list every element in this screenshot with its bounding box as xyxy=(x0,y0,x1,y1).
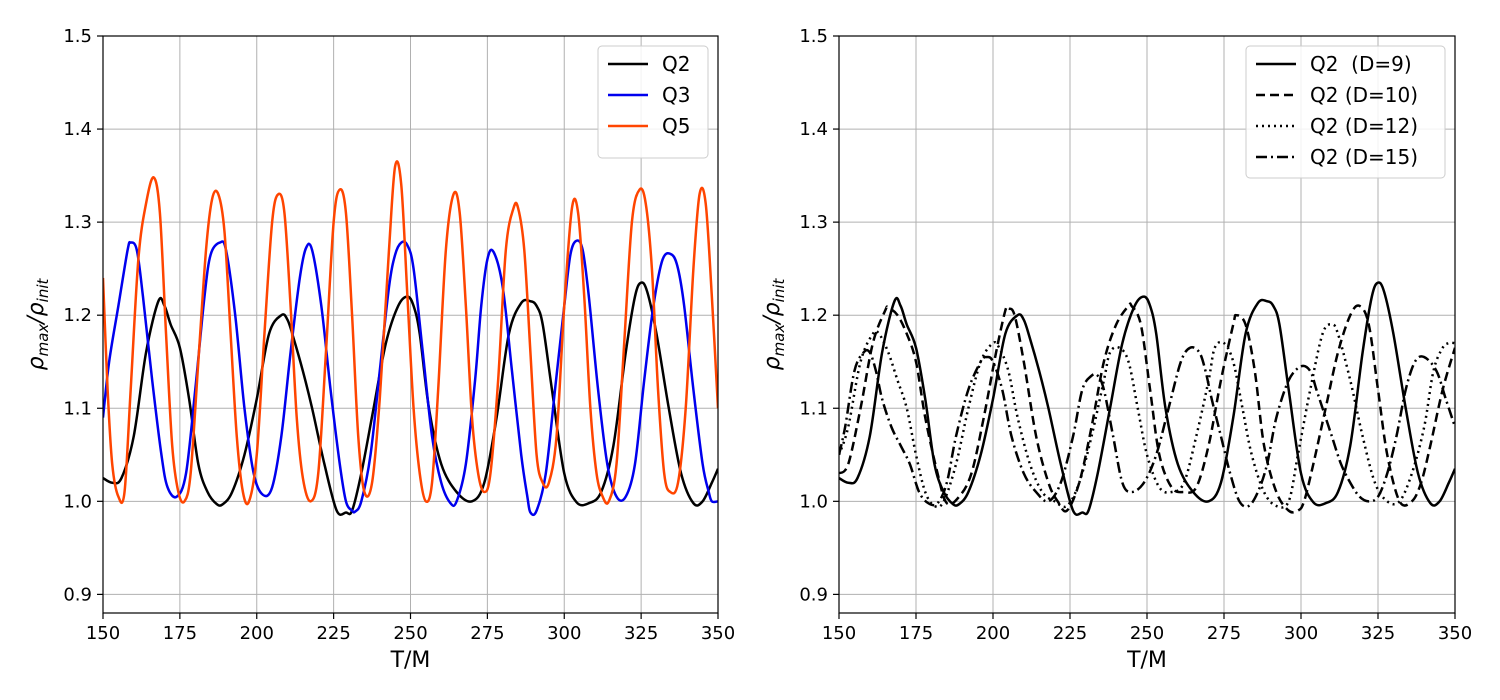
right-panel: 150 175 200 225 250 275 300 325 350 0.9 1.0 1.1 1.2 1… xyxy=(760,26,1472,673)
y-tick-label: 1.4 xyxy=(799,119,828,140)
x-tick-label: 275 xyxy=(1207,623,1241,644)
x-axis-label: T/M xyxy=(390,648,431,673)
y-tick-label: 1.3 xyxy=(63,212,92,233)
x-tick-label: 200 xyxy=(976,623,1010,644)
legend-label: Q2 (D=15) xyxy=(1310,145,1418,169)
x-tick-label: 225 xyxy=(1053,623,1087,644)
y-tick-label: 1.0 xyxy=(799,491,828,512)
series-line-1 xyxy=(839,302,1455,514)
x-tick-label: 150 xyxy=(86,623,120,644)
x-tick-label: 250 xyxy=(393,623,427,644)
series-line-2 xyxy=(839,323,1455,509)
y-axis-label: ρmax/ρinit xyxy=(24,278,52,371)
axes: 150 175 200 225 250 275 300 325 350 0.9 1.0 1.1 1.2 1… xyxy=(799,26,1472,644)
legend-box xyxy=(597,45,709,159)
x-tick-label: 175 xyxy=(899,623,933,644)
legend-label: Q2 (D=9) xyxy=(1310,52,1412,76)
legend: Q2 Q3 Q5 xyxy=(597,45,709,159)
x-tick-label: 300 xyxy=(1284,623,1318,644)
y-tick-label: 0.9 xyxy=(63,584,92,605)
x-tick-label: 300 xyxy=(547,623,581,644)
x-tick-label: 225 xyxy=(316,623,350,644)
plot-area xyxy=(839,281,1455,516)
y-tick-label: 1.5 xyxy=(63,26,92,47)
axes: 150 175 200 225 250 275 300 325 350 0.9 1.0 1.1 1.2 1… xyxy=(63,26,735,644)
legend-label: Q2 xyxy=(662,52,690,76)
y-tick-label: 1.4 xyxy=(63,119,92,140)
y-tick-label: 1.3 xyxy=(799,212,828,233)
legend-label: Q2 (D=12) xyxy=(1310,114,1418,138)
x-tick-label: 350 xyxy=(701,623,735,644)
series-line-1 xyxy=(103,239,718,517)
x-tick-label: 325 xyxy=(624,623,658,644)
x-tick-label: 275 xyxy=(470,623,504,644)
x-tick-label: 150 xyxy=(822,623,856,644)
x-axis-label: T/M xyxy=(1126,648,1167,673)
y-tick-label: 1.0 xyxy=(63,491,92,512)
legend: Q2 (D=9) Q2 (D=10) Q2 (D=12) Q2 (D=15) xyxy=(1245,45,1446,179)
plot-area xyxy=(103,160,718,517)
y-tick-label: 1.2 xyxy=(799,305,828,326)
y-tick-label: 0.9 xyxy=(799,584,828,605)
x-tick-label: 325 xyxy=(1361,623,1395,644)
series-line-2 xyxy=(103,160,718,506)
legend-label: Q2 (D=10) xyxy=(1310,83,1418,107)
x-tick-label: 200 xyxy=(240,623,274,644)
legend-label: Q3 xyxy=(662,83,690,107)
y-axis-label: ρmax/ρinit xyxy=(760,278,788,371)
x-tick-label: 175 xyxy=(163,623,197,644)
grid xyxy=(102,35,719,613)
x-tick-label: 350 xyxy=(1438,623,1472,644)
series-line-3 xyxy=(839,346,1455,508)
y-tick-label: 1.1 xyxy=(63,398,92,419)
axes-frame xyxy=(102,35,719,614)
y-tick-label: 1.1 xyxy=(799,398,828,419)
legend-box xyxy=(1245,45,1446,179)
series-line-0 xyxy=(839,281,1455,516)
y-tick-label: 1.5 xyxy=(799,26,828,47)
legend-label: Q5 xyxy=(662,114,690,138)
x-tick-label: 250 xyxy=(1130,623,1164,644)
y-tick-label: 1.2 xyxy=(63,305,92,326)
left-panel: 150 175 200 225 250 275 300 325 350 0.9 1.0 1.1 1.2 1… xyxy=(24,26,735,673)
axes-frame xyxy=(838,35,1456,614)
